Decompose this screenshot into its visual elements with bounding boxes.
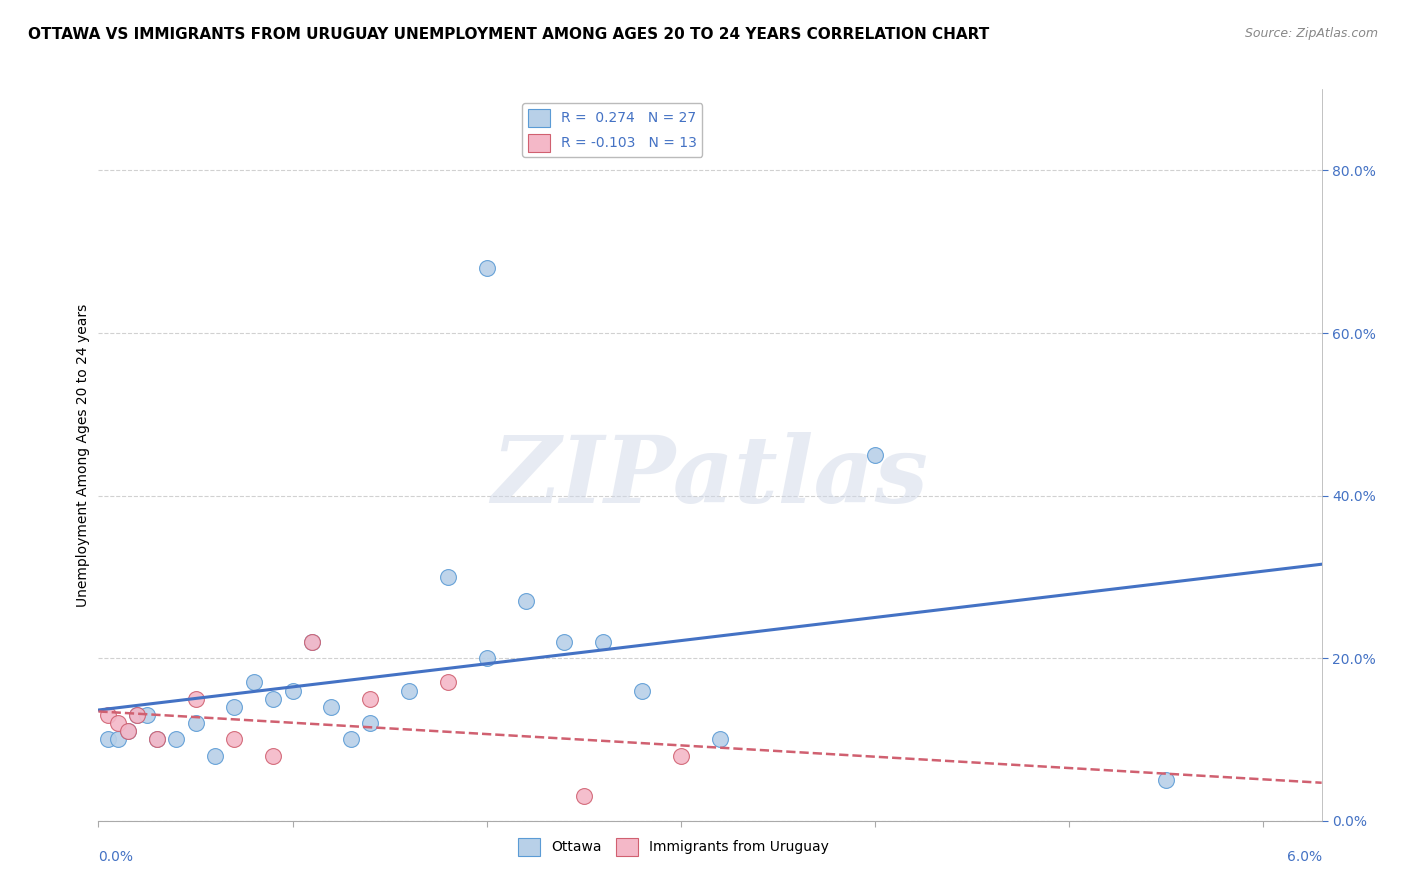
Point	[321, 699, 343, 714]
Point	[475, 651, 498, 665]
Point	[592, 635, 614, 649]
Text: 6.0%: 6.0%	[1286, 850, 1322, 863]
Point	[224, 699, 246, 714]
Point	[301, 635, 323, 649]
Point	[631, 683, 654, 698]
Point	[475, 260, 498, 275]
Point	[184, 691, 207, 706]
Point	[184, 716, 207, 731]
Point	[145, 732, 167, 747]
Y-axis label: Unemployment Among Ages 20 to 24 years: Unemployment Among Ages 20 to 24 years	[76, 303, 90, 607]
Point	[669, 748, 692, 763]
Point	[515, 594, 537, 608]
Point	[204, 748, 226, 763]
Text: 0.0%: 0.0%	[98, 850, 134, 863]
Point	[127, 708, 149, 723]
Point	[709, 732, 731, 747]
Point	[262, 691, 284, 706]
Point	[437, 675, 460, 690]
Point	[224, 732, 246, 747]
Point	[572, 789, 595, 804]
Point	[359, 691, 381, 706]
Point	[398, 683, 420, 698]
Point	[107, 732, 129, 747]
Point	[117, 724, 139, 739]
Point	[117, 724, 139, 739]
Point	[340, 732, 363, 747]
Point	[553, 635, 575, 649]
Point	[242, 675, 264, 690]
Legend: Ottawa, Immigrants from Uruguay: Ottawa, Immigrants from Uruguay	[512, 832, 834, 862]
Point	[437, 570, 460, 584]
Point	[863, 448, 886, 462]
Text: Source: ZipAtlas.com: Source: ZipAtlas.com	[1244, 27, 1378, 40]
Point	[107, 716, 129, 731]
Text: OTTAWA VS IMMIGRANTS FROM URUGUAY UNEMPLOYMENT AMONG AGES 20 TO 24 YEARS CORRELA: OTTAWA VS IMMIGRANTS FROM URUGUAY UNEMPL…	[28, 27, 990, 42]
Point	[301, 635, 323, 649]
Point	[97, 732, 120, 747]
Point	[145, 732, 167, 747]
Point	[127, 708, 149, 723]
Point	[281, 683, 304, 698]
Point	[359, 716, 381, 731]
Point	[136, 708, 159, 723]
Point	[97, 708, 120, 723]
Text: ZIPatlas: ZIPatlas	[492, 432, 928, 522]
Point	[165, 732, 187, 747]
Point	[1156, 772, 1178, 787]
Point	[262, 748, 284, 763]
